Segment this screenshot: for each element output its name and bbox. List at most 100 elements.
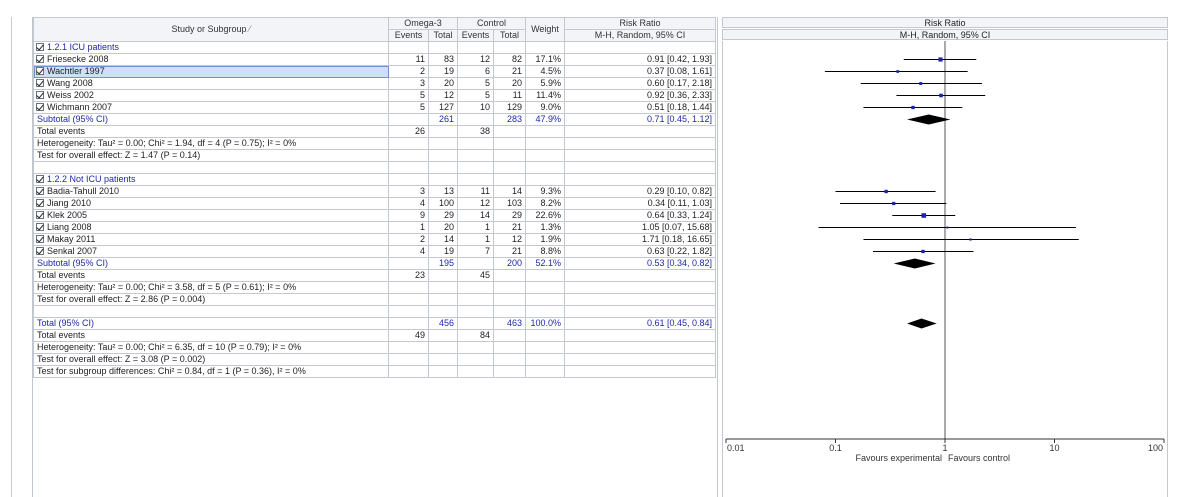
total-row[interactable]: Total (95% CI) 456 463 100.0% 0.61 [0.45, 0.… bbox=[33, 317, 717, 330]
weight-value: 9.3% bbox=[525, 185, 566, 198]
subtotal-row[interactable]: Subtotal (95% CI) 261 283 47.9% 0.71 [0.45, … bbox=[33, 113, 717, 126]
study-row[interactable]: Weiss 2002 5 12 5 11 11.4% 0.92 [0.36, 2.33] bbox=[33, 89, 717, 102]
omega-events: 4 bbox=[388, 245, 429, 258]
empty-cell bbox=[492, 125, 527, 138]
empty-cell bbox=[525, 341, 566, 354]
study-label: Badia-Tahull 2010 bbox=[47, 186, 120, 197]
include-checkbox[interactable] bbox=[36, 79, 44, 87]
total-events-row[interactable]: Total events 49 84 bbox=[33, 329, 717, 342]
control-events: 84 bbox=[457, 329, 494, 342]
control-events: 10 bbox=[457, 101, 494, 114]
include-checkbox[interactable] bbox=[36, 67, 44, 75]
header-risk-ratio-method: M-H, Random, 95% CI bbox=[564, 29, 717, 42]
study-name[interactable]: Makay 2011 bbox=[33, 233, 389, 246]
empty-cell bbox=[564, 329, 717, 342]
risk-ratio-ci: 1.71 [0.18, 16.65] bbox=[564, 233, 717, 246]
study-name[interactable]: Wachtler 1997 bbox=[33, 65, 389, 78]
total-events-label: Total events bbox=[33, 329, 389, 342]
study-row[interactable]: Badia-Tahull 2010 3 13 11 14 9.3% 0.29 [0.10, … bbox=[33, 185, 717, 198]
study-name[interactable]: Klek 2005 bbox=[33, 209, 389, 222]
include-checkbox[interactable] bbox=[36, 43, 44, 51]
header-control-events: Events bbox=[457, 29, 494, 42]
heterogeneity-row[interactable]: Heterogeneity: Tau² = 0.00; Chi² = 1.94,… bbox=[33, 137, 717, 150]
study-name[interactable]: Liang 2008 bbox=[33, 221, 389, 234]
weight-value: 5.9% bbox=[525, 77, 566, 90]
total-events-row[interactable]: Total events 23 45 bbox=[33, 269, 717, 282]
include-checkbox[interactable] bbox=[36, 175, 44, 183]
risk-ratio-ci: 0.71 [0.45, 1.12] bbox=[564, 113, 717, 126]
total-events-label: Total events bbox=[33, 125, 389, 138]
study-row[interactable]: Jiang 2010 4 100 12 103 8.2% 0.34 [0.11, 1.03] bbox=[33, 197, 717, 210]
include-checkbox[interactable] bbox=[36, 55, 44, 63]
empty-cell bbox=[457, 137, 494, 150]
panel-splitter[interactable] bbox=[717, 17, 722, 497]
empty-cell bbox=[388, 293, 429, 306]
overall-effect-row[interactable]: Test for overall effect: Z = 2.86 (P = 0… bbox=[33, 293, 717, 306]
weight-value: 1.9% bbox=[525, 233, 566, 246]
empty-cell bbox=[428, 41, 458, 54]
subgroup-title[interactable]: 1.2.1 ICU patients bbox=[33, 41, 389, 54]
study-row[interactable]: Makay 2011 2 14 1 12 1.9% 1.71 [0.18, 16.65] bbox=[33, 233, 717, 246]
spacer-row[interactable] bbox=[33, 305, 717, 318]
study-row[interactable]: Wachtler 1997 2 19 6 21 4.5% 0.37 [0.08, 1.61] bbox=[33, 65, 717, 78]
study-name[interactable]: Badia-Tahull 2010 bbox=[33, 185, 389, 198]
sort-icon[interactable]: ⁄ bbox=[249, 24, 251, 34]
empty-cell bbox=[457, 173, 494, 186]
study-label: Wang 2008 bbox=[47, 78, 93, 89]
control-total: 29 bbox=[492, 209, 527, 222]
study-label: Friesecke 2008 bbox=[47, 54, 109, 65]
empty-cell bbox=[388, 365, 429, 378]
study-row[interactable]: Friesecke 2008 11 83 12 82 17.1% 0.91 [0.42, 1… bbox=[33, 53, 717, 66]
study-name[interactable]: Wang 2008 bbox=[33, 77, 389, 90]
include-checkbox[interactable] bbox=[36, 247, 44, 255]
empty-cell bbox=[428, 353, 458, 366]
include-checkbox[interactable] bbox=[36, 91, 44, 99]
weight-value: 47.9% bbox=[525, 113, 566, 126]
header-study[interactable]: Study or Subgroup ⁄ bbox=[33, 17, 389, 42]
omega-events: 4 bbox=[388, 197, 429, 210]
omega-total: 14 bbox=[428, 233, 458, 246]
study-name[interactable]: Jiang 2010 bbox=[33, 197, 389, 210]
control-total: 463 bbox=[492, 317, 527, 330]
include-checkbox[interactable] bbox=[36, 187, 44, 195]
study-name[interactable]: Friesecke 2008 bbox=[33, 53, 389, 66]
omega-events: 23 bbox=[388, 269, 429, 282]
subgroup-header-row[interactable]: 1.2.2 Not ICU patients bbox=[33, 173, 717, 186]
subgroup-differences-row[interactable]: Test for subgroup differences: Chi² = 0.… bbox=[33, 365, 717, 378]
subtotal-row[interactable]: Subtotal (95% CI) 195 200 52.1% 0.53 [0.34, … bbox=[33, 257, 717, 270]
study-row[interactable]: Senkal 2007 4 19 7 21 8.8% 0.63 [0.22, 1.82] bbox=[33, 245, 717, 258]
spacer-row[interactable] bbox=[33, 161, 717, 174]
study-marker bbox=[884, 189, 888, 194]
include-checkbox[interactable] bbox=[36, 103, 44, 111]
subgroup-header-row[interactable]: 1.2.1 ICU patients bbox=[33, 41, 717, 54]
include-checkbox[interactable] bbox=[36, 235, 44, 243]
include-checkbox[interactable] bbox=[36, 199, 44, 207]
include-checkbox[interactable] bbox=[36, 223, 44, 231]
study-name[interactable]: Wichmann 2007 bbox=[33, 101, 389, 114]
study-name[interactable]: Senkal 2007 bbox=[33, 245, 389, 258]
omega-total: 195 bbox=[428, 257, 458, 270]
subgroup-title[interactable]: 1.2.2 Not ICU patients bbox=[33, 173, 389, 186]
study-label: Liang 2008 bbox=[47, 222, 92, 233]
overall-effect-row[interactable]: Test for overall effect: Z = 1.47 (P = 0… bbox=[33, 149, 717, 162]
study-row[interactable]: Liang 2008 1 20 1 21 1.3% 1.05 [0.07, 15.68] bbox=[33, 221, 717, 234]
study-label: Wichmann 2007 bbox=[47, 102, 113, 113]
heterogeneity-row[interactable]: Heterogeneity: Tau² = 0.00; Chi² = 6.35,… bbox=[33, 341, 717, 354]
study-row[interactable]: Wichmann 2007 5 127 10 129 9.0% 0.51 [0.18, 1.… bbox=[33, 101, 717, 114]
heterogeneity-row[interactable]: Heterogeneity: Tau² = 0.00; Chi² = 3.58,… bbox=[33, 281, 717, 294]
empty-cell bbox=[492, 173, 527, 186]
overall-effect-text: Test for overall effect: Z = 3.08 (P = 0… bbox=[33, 353, 389, 366]
study-row[interactable]: Klek 2005 9 29 14 29 22.6% 0.64 [0.33, 1.24] bbox=[33, 209, 717, 222]
omega-total: 29 bbox=[428, 209, 458, 222]
empty-cell bbox=[492, 293, 527, 306]
omega-total: 20 bbox=[428, 221, 458, 234]
study-row[interactable]: Wang 2008 3 20 5 20 5.9% 0.60 [0.17, 2.18] bbox=[33, 77, 717, 90]
overall-effect-row[interactable]: Test for overall effect: Z = 3.08 (P = 0… bbox=[33, 353, 717, 366]
study-name[interactable]: Weiss 2002 bbox=[33, 89, 389, 102]
x-tick-label: 10 bbox=[1049, 443, 1059, 453]
empty-cell bbox=[564, 293, 717, 306]
control-events: 1 bbox=[457, 233, 494, 246]
total-events-row[interactable]: Total events 26 38 bbox=[33, 125, 717, 138]
header-control-total: Total bbox=[492, 29, 527, 42]
include-checkbox[interactable] bbox=[36, 211, 44, 219]
